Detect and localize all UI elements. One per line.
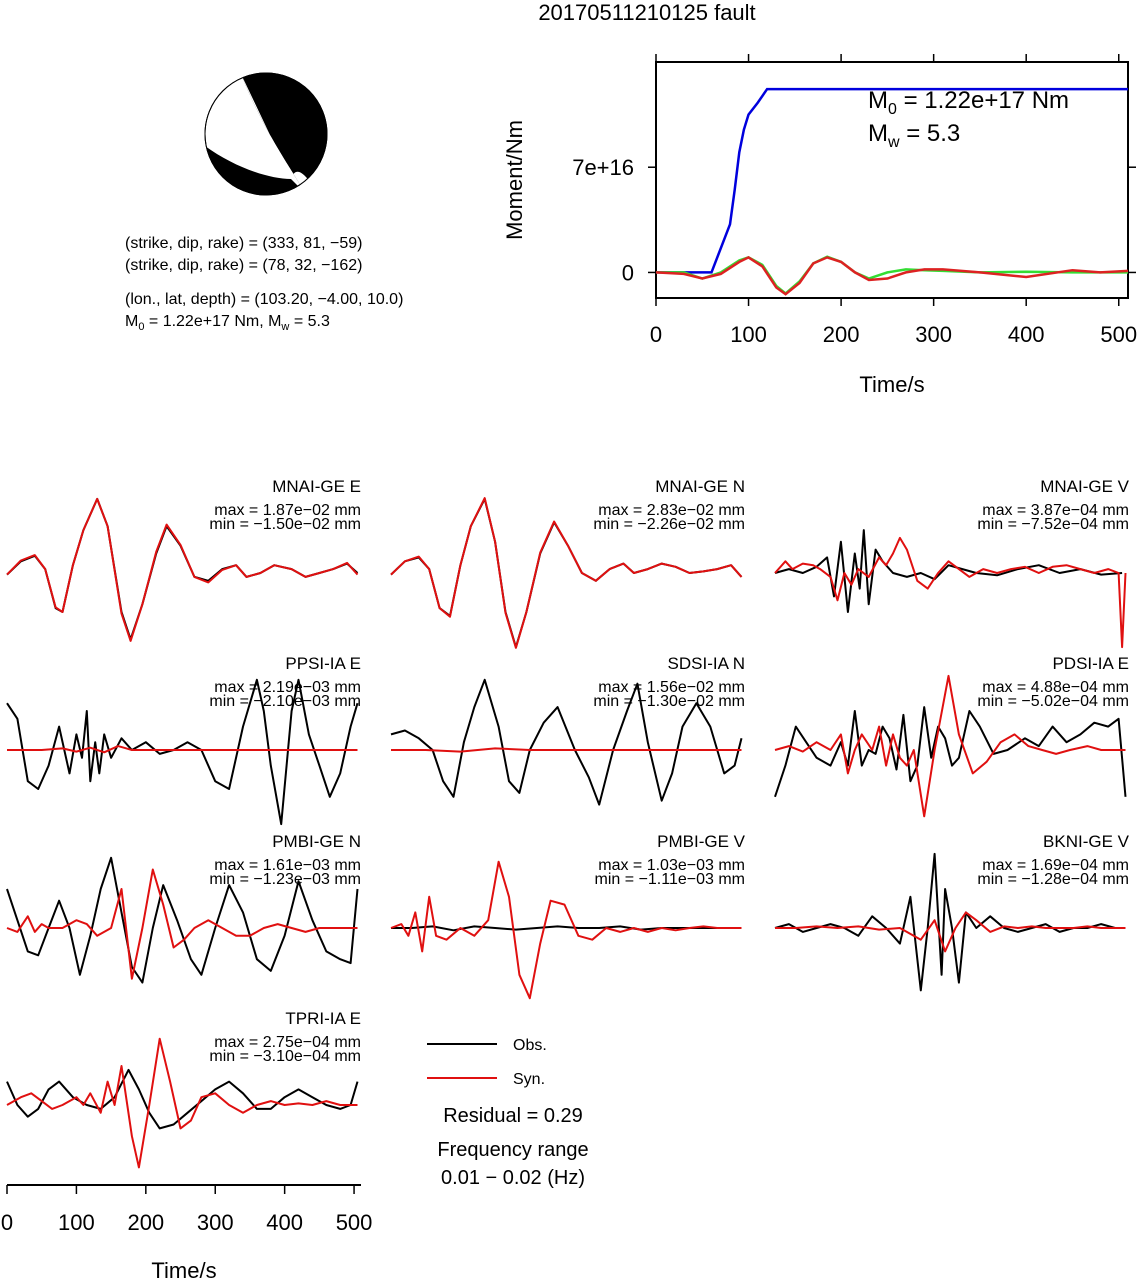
synthetic-trace bbox=[6, 1037, 358, 1169]
waveform-xlabel: Time/s bbox=[151, 1258, 216, 1281]
station-label: PMBI-GE V bbox=[657, 832, 746, 851]
min-amplitude-label: min = −1.30e−02 mm bbox=[593, 693, 745, 710]
station-label: MNAI-GE V bbox=[1040, 477, 1129, 496]
stf-xlabel: Time/s bbox=[859, 372, 924, 397]
waveform-time-axis: 0 100 200 300 400 500 Time/s bbox=[1, 1184, 373, 1281]
waveform-xtick-label: 100 bbox=[58, 1210, 95, 1235]
min-amplitude-label: min = −1.28e−04 mm bbox=[977, 871, 1129, 888]
min-amplitude-label: min = −5.02e−04 mm bbox=[977, 693, 1129, 710]
min-amplitude-label: min = −2.10e−03 mm bbox=[209, 693, 361, 710]
frequency-title: Frequency range bbox=[437, 1139, 588, 1161]
stf-mw-annotation: Mw = 5.3 bbox=[868, 120, 960, 151]
min-amplitude-label: min = −2.26e−02 mm bbox=[593, 516, 745, 533]
waveform-xtick-label: 300 bbox=[197, 1210, 234, 1235]
stf-rate-red-line bbox=[655, 255, 1129, 296]
stf-rate-green-line bbox=[656, 255, 1128, 296]
beachball-compression-1 bbox=[241, 73, 327, 194]
station-label: PPSI-IA E bbox=[285, 654, 361, 673]
figure-title: 20170511210125 fault bbox=[538, 0, 755, 25]
waveform-xtick-label: 200 bbox=[127, 1210, 164, 1235]
stf-ytick-label: 7e+16 bbox=[572, 155, 634, 180]
synthetic-trace bbox=[774, 536, 1127, 649]
observed-trace bbox=[774, 529, 1123, 613]
observed-trace bbox=[774, 706, 1127, 798]
observed-trace bbox=[6, 678, 359, 826]
source-info: (strike, dip, rake) = (333, 81, −59) (st… bbox=[125, 235, 403, 333]
min-amplitude-label: min = −7.52e−04 mm bbox=[977, 516, 1129, 533]
max-amplitude-label: max = 1.61e−03 mm bbox=[214, 857, 361, 874]
synthetic-trace bbox=[391, 747, 742, 753]
max-amplitude-label: max = 4.88e−04 mm bbox=[982, 679, 1129, 696]
stf-xtick-label: 200 bbox=[823, 322, 860, 347]
min-amplitude-label: min = −1.50e−02 mm bbox=[209, 516, 361, 533]
nodal-plane-2: (strike, dip, rake) = (78, 32, −162) bbox=[125, 257, 362, 274]
synthetic-trace bbox=[775, 911, 1126, 953]
observed-trace bbox=[390, 678, 743, 806]
station-label: SDSI-IA N bbox=[668, 654, 745, 673]
station-label: PMBI-GE N bbox=[272, 832, 361, 851]
stf-xtick-label: 100 bbox=[730, 322, 767, 347]
residual-text: Residual = 0.29 bbox=[443, 1105, 583, 1127]
beachball bbox=[204, 72, 328, 196]
min-amplitude-label: min = −1.23e−03 mm bbox=[209, 871, 361, 888]
stf-ytick-label: 0 bbox=[622, 260, 634, 285]
legend-obs-label: Obs. bbox=[513, 1037, 547, 1054]
stf-ylabel: Moment/Nm bbox=[502, 120, 527, 240]
max-amplitude-label: max = 1.69e−04 mm bbox=[982, 857, 1129, 874]
station-label: MNAI-GE N bbox=[655, 477, 745, 496]
stf-xtick-label: 300 bbox=[915, 322, 952, 347]
legend-syn-label: Syn. bbox=[513, 1071, 545, 1088]
station-label: PDSI-IA E bbox=[1052, 654, 1129, 673]
frequency-range: 0.01 − 0.02 (Hz) bbox=[441, 1167, 585, 1189]
max-amplitude-label: max = 2.75e−04 mm bbox=[214, 1034, 361, 1051]
waveform-xtick-label: 0 bbox=[1, 1210, 13, 1235]
min-amplitude-label: min = −3.10e−04 mm bbox=[209, 1048, 361, 1065]
synthetic-trace bbox=[774, 674, 1126, 818]
synthetic-trace bbox=[6, 868, 358, 980]
waveform-xtick-label: 500 bbox=[336, 1210, 373, 1235]
max-amplitude-label: max = 1.56e−02 mm bbox=[598, 679, 745, 696]
stf-frame bbox=[655, 61, 1129, 299]
observed-trace bbox=[6, 856, 359, 984]
stf-xtick-label: 400 bbox=[1008, 322, 1045, 347]
source-location: (lon., lat, depth) = (103.20, −4.00, 10.… bbox=[125, 291, 403, 308]
legend: Obs. Syn. Residual = 0.29 Frequency rang… bbox=[427, 1037, 589, 1189]
station-label: TPRI-IA E bbox=[285, 1009, 361, 1028]
max-amplitude-label: max = 2.83e−02 mm bbox=[598, 502, 745, 519]
stf-m0-annotation: M0 = 1.22e+17 Nm bbox=[868, 87, 1069, 118]
max-amplitude-label: max = 1.87e−02 mm bbox=[214, 502, 361, 519]
synthetic-trace bbox=[6, 497, 359, 642]
synthetic-trace bbox=[390, 497, 743, 649]
synthetic-trace bbox=[7, 745, 358, 754]
synthetic-trace bbox=[390, 860, 742, 1000]
waveform-xtick-label: 400 bbox=[266, 1210, 303, 1235]
station-label: BKNI-GE V bbox=[1043, 832, 1130, 851]
stf-xtick-label: 0 bbox=[650, 322, 662, 347]
min-amplitude-label: min = −1.11e−03 mm bbox=[595, 871, 745, 888]
nodal-plane-1: (strike, dip, rake) = (333, 81, −59) bbox=[125, 235, 362, 252]
observed-trace bbox=[6, 1068, 359, 1130]
stf-xtick-label: 500 bbox=[1100, 322, 1137, 347]
stf-moment-line bbox=[656, 87, 1128, 274]
station-label: MNAI-GE E bbox=[272, 477, 361, 496]
max-amplitude-label: max = 1.03e−03 mm bbox=[598, 857, 745, 874]
max-amplitude-label: max = 3.87e−04 mm bbox=[982, 502, 1129, 519]
source-moment: M0 = 1.22e+17 Nm, Mw = 5.3 bbox=[125, 313, 330, 333]
max-amplitude-label: max = 2.19e−03 mm bbox=[214, 679, 361, 696]
